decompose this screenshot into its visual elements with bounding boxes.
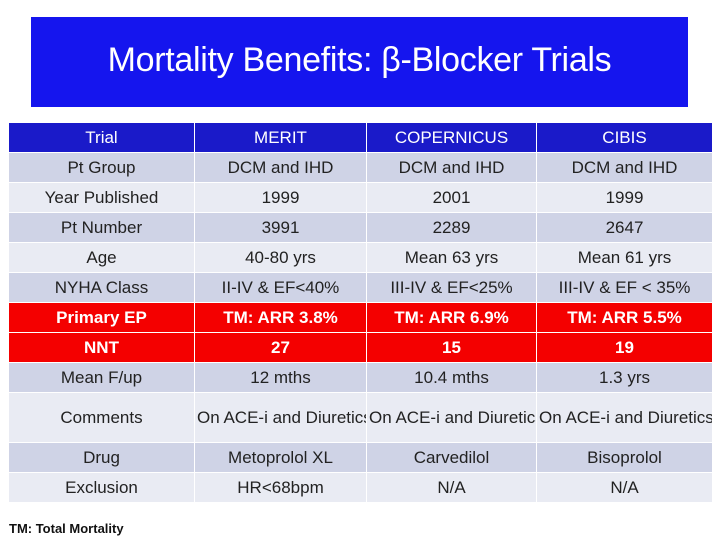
table-row: Exclusion HR<68bpm N/A N/A: [8, 472, 713, 503]
table-row: Year Published 1999 2001 1999: [8, 182, 713, 213]
row-label: Mean F/up: [8, 362, 195, 393]
cell-merit: 27: [194, 332, 367, 363]
cell-merit: 40-80 yrs: [194, 242, 367, 273]
cell-copernicus: III-IV & EF<25%: [366, 272, 537, 303]
table-row: Age 40-80 yrs Mean 63 yrs Mean 61 yrs: [8, 242, 713, 273]
cell-cibis: TM: ARR 5.5%: [536, 302, 713, 333]
row-label: Primary EP: [8, 302, 195, 333]
cell-cibis: 19: [536, 332, 713, 363]
cell-copernicus: N/A: [366, 472, 537, 503]
cell-cibis: 1999: [536, 182, 713, 213]
cell-merit: II-IV & EF<40%: [194, 272, 367, 303]
cell-cibis: Bisoprolol: [536, 442, 713, 473]
footnote: TM: Total Mortality: [9, 521, 124, 536]
trials-table: Trial MERIT COPERNICUS CIBIS Pt Group DC…: [8, 122, 713, 503]
row-label: Pt Group: [8, 152, 195, 183]
table-row: Pt Number 3991 2289 2647: [8, 212, 713, 243]
table-row: Mean F/up 12 mths 10.4 mths 1.3 yrs: [8, 362, 713, 393]
row-label: NNT: [8, 332, 195, 363]
header-copernicus: COPERNICUS: [366, 122, 537, 153]
cell-copernicus: 10.4 mths: [366, 362, 537, 393]
cell-merit: On ACE-i and Diuretics: [194, 392, 367, 443]
header-cibis: CIBIS: [536, 122, 713, 153]
cell-merit: 3991: [194, 212, 367, 243]
title-banner: Mortality Benefits: β-Blocker Trials: [31, 17, 688, 107]
cell-merit: DCM and IHD: [194, 152, 367, 183]
cell-copernicus: Mean 63 yrs: [366, 242, 537, 273]
cell-cibis: 2647: [536, 212, 713, 243]
cell-cibis: On ACE-i and Diuretics: [536, 392, 713, 443]
cell-copernicus: 2289: [366, 212, 537, 243]
cell-cibis: N/A: [536, 472, 713, 503]
cell-cibis: Mean 61 yrs: [536, 242, 713, 273]
row-label: Comments: [8, 392, 195, 443]
cell-cibis: DCM and IHD: [536, 152, 713, 183]
cell-merit: HR<68bpm: [194, 472, 367, 503]
cell-copernicus: DCM and IHD: [366, 152, 537, 183]
cell-cibis: 1.3 yrs: [536, 362, 713, 393]
cell-merit: 12 mths: [194, 362, 367, 393]
header-merit: MERIT: [194, 122, 367, 153]
table-row-highlight: Primary EP TM: ARR 3.8% TM: ARR 6.9% TM:…: [8, 302, 713, 333]
slide-title: Mortality Benefits: β-Blocker Trials: [107, 40, 612, 79]
row-label: Drug: [8, 442, 195, 473]
table-header-row: Trial MERIT COPERNICUS CIBIS: [8, 122, 713, 153]
table-row-highlight: NNT 27 15 19: [8, 332, 713, 363]
cell-merit: TM: ARR 3.8%: [194, 302, 367, 333]
row-label: Pt Number: [8, 212, 195, 243]
row-label: Age: [8, 242, 195, 273]
cell-copernicus: On ACE-i and Diuretics: [366, 392, 537, 443]
cell-copernicus: TM: ARR 6.9%: [366, 302, 537, 333]
table-row: Pt Group DCM and IHD DCM and IHD DCM and…: [8, 152, 713, 183]
row-label: NYHA Class: [8, 272, 195, 303]
cell-copernicus: 15: [366, 332, 537, 363]
cell-merit: 1999: [194, 182, 367, 213]
header-trial: Trial: [8, 122, 195, 153]
table-row: NYHA Class II-IV & EF<40% III-IV & EF<25…: [8, 272, 713, 303]
row-label: Year Published: [8, 182, 195, 213]
cell-merit: Metoprolol XL: [194, 442, 367, 473]
row-label: Exclusion: [8, 472, 195, 503]
table-row: Comments On ACE-i and Diuretics On ACE-i…: [8, 392, 713, 443]
table-row: Drug Metoprolol XL Carvedilol Bisoprolol: [8, 442, 713, 473]
cell-copernicus: Carvedilol: [366, 442, 537, 473]
cell-cibis: III-IV & EF < 35%: [536, 272, 713, 303]
cell-copernicus: 2001: [366, 182, 537, 213]
